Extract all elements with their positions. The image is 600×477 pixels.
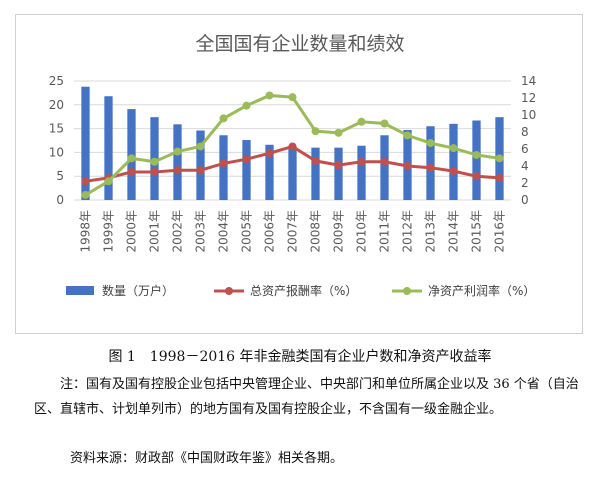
series-point [403, 131, 412, 140]
category-label: 2005年 [240, 210, 254, 253]
bar [219, 135, 228, 200]
bar [357, 145, 366, 200]
bar [196, 130, 205, 200]
figure-note: 注：国有及国有控股企业包括中央管理企业、中央部门和单位所属企业以及 36 个省（… [34, 377, 579, 417]
series-point [265, 149, 274, 158]
category-label: 2011年 [378, 210, 392, 253]
left-axis-tick-label: 20 [49, 98, 64, 112]
figure-caption: 图 1 1998－2016 年非金融类国有企业户数和净资产收益率 [108, 349, 492, 365]
chart-title: 全国国有企业数量和绩效 [195, 33, 405, 55]
series-point [81, 177, 90, 186]
right-axis-tick-label: 10 [521, 108, 536, 122]
legend-swatch [66, 286, 94, 295]
category-label: 2010年 [355, 210, 369, 253]
bar [81, 86, 90, 200]
legend-label: 数量（万户） [102, 283, 174, 298]
series-point [265, 91, 274, 100]
figure-source: 资料来源：财政部《中国财政年鉴》相关各期。 [70, 451, 344, 466]
series-point [380, 119, 389, 128]
right-axis-tick-label: 14 [521, 74, 536, 88]
series-point [334, 161, 343, 170]
category-label: 2006年 [263, 210, 277, 253]
category-label: 2015年 [470, 210, 484, 253]
series-point [357, 157, 366, 166]
series-point [334, 128, 343, 137]
series-point [196, 166, 205, 175]
bar [242, 140, 251, 200]
category-label: 2009年 [332, 210, 346, 253]
bar [311, 147, 320, 200]
left-axis-tick-label: 25 [49, 74, 64, 88]
series-point [495, 154, 504, 163]
right-axis-tick-label: 2 [521, 176, 529, 190]
category-label: 2013年 [424, 210, 438, 253]
series-point [426, 139, 435, 148]
series-point [81, 190, 90, 199]
category-label: 2004年 [217, 210, 231, 253]
bar [173, 124, 182, 200]
bar [426, 126, 435, 200]
chart-frame: 全国国有企业数量和绩效 0 5 10 15 20 25 0 2 4 6 8 10 12 14 1998年 19… [15, 14, 583, 334]
right-axis-tick-label: 8 [521, 125, 529, 139]
category-label: 2016年 [493, 210, 507, 253]
series-point [173, 166, 182, 175]
right-axis-tick-label: 6 [521, 142, 529, 156]
series-point [150, 157, 159, 166]
bar [334, 147, 343, 200]
series-point [311, 156, 320, 165]
category-label: 2012年 [401, 210, 415, 253]
category-label: 2001年 [148, 210, 162, 253]
legend-label: 总资产报酬率（%） [250, 283, 357, 298]
category-label: 2007年 [286, 210, 300, 253]
series-point [242, 101, 251, 110]
series-point [219, 114, 228, 123]
right-axis-tick-label: 4 [521, 159, 529, 173]
category-label: 1998年 [79, 210, 93, 253]
legend-marker [403, 287, 411, 295]
legend-marker [225, 287, 233, 295]
chart-plot: 0 5 10 15 20 25 0 2 4 6 8 10 12 14 1998年 1999年 2000年 2001… [49, 74, 537, 298]
category-label: 2000年 [125, 210, 139, 253]
right-axis-tick-label: 0 [521, 193, 529, 207]
series-point [403, 162, 412, 170]
bar [449, 123, 458, 200]
category-label: 2014年 [447, 210, 461, 253]
left-axis-tick-label: 15 [49, 122, 64, 136]
category-label: 2003年 [194, 210, 208, 253]
series-point [288, 142, 297, 151]
series-point [104, 177, 113, 186]
series-point [472, 150, 481, 159]
bar [265, 144, 274, 200]
left-axis-tick-label: 10 [49, 145, 64, 159]
series-point [127, 167, 136, 176]
right-axis-tick-label: 12 [521, 91, 536, 105]
series-point [196, 142, 205, 151]
series-point [357, 117, 366, 126]
series-point [242, 155, 251, 164]
series-point [288, 93, 297, 102]
left-axis-tick-label: 0 [56, 193, 64, 207]
bar [380, 135, 389, 200]
left-axis-tick-label: 5 [56, 169, 64, 183]
category-label: 1999年 [102, 210, 116, 253]
series-point [311, 127, 320, 136]
series-point [426, 163, 435, 172]
series-point [495, 173, 504, 182]
bar [288, 146, 297, 200]
series-point [219, 159, 228, 168]
category-label: 2002年 [171, 210, 185, 253]
series-point [449, 144, 458, 153]
series-point [449, 167, 458, 176]
series-point [380, 157, 389, 166]
bar [104, 96, 113, 200]
category-label: 2008年 [309, 210, 323, 253]
series-point [150, 167, 159, 176]
series-point [472, 172, 481, 181]
bar [472, 120, 481, 200]
legend-label: 净资产利润率（%） [428, 283, 535, 298]
series-point [173, 147, 182, 156]
series-point [127, 154, 136, 163]
